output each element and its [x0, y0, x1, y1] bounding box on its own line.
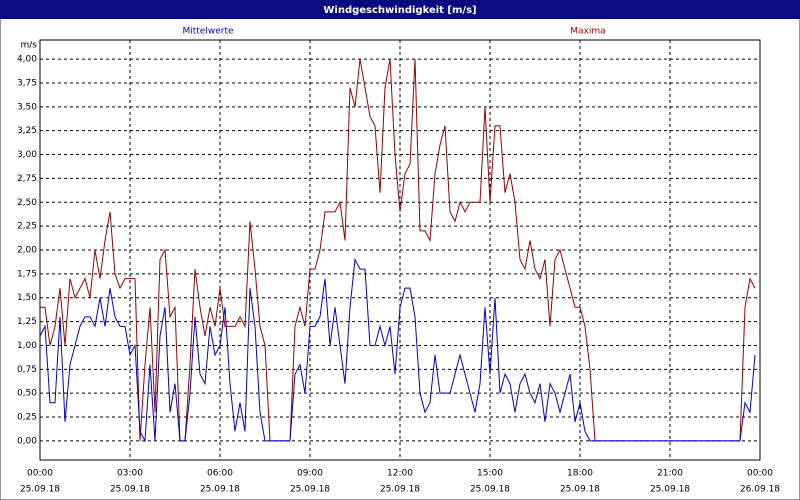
x-tick-date: 26.09.18	[740, 485, 780, 495]
y-tick-label: 1,50	[17, 293, 37, 303]
y-tick-label: 3,00	[17, 150, 37, 160]
x-tick-label: 21:00	[657, 469, 683, 479]
y-tick-label: 2,25	[17, 222, 37, 232]
x-tick-label: 03:00	[117, 469, 143, 479]
y-tick-label: 0,25	[17, 413, 37, 423]
y-tick-label: 2,00	[17, 246, 37, 256]
y-tick-label: 1,25	[17, 317, 37, 327]
x-tick-label: 09:00	[297, 469, 323, 479]
y-tick-label: 0,75	[17, 365, 37, 375]
x-tick-label: 00:00	[747, 469, 773, 479]
x-tick-label: 06:00	[207, 469, 233, 479]
x-tick-date: 25.09.18	[110, 485, 150, 495]
x-tick-date: 25.09.18	[20, 485, 60, 495]
x-tick-date: 25.09.18	[650, 485, 690, 495]
x-tick-date: 25.09.18	[560, 485, 600, 495]
y-tick-label: 1,75	[17, 269, 37, 279]
title-bar	[0, 0, 800, 19]
y-tick-label: 0,50	[17, 389, 37, 399]
y-tick-label: 0,00	[17, 436, 37, 446]
y-tick-label: 3,50	[17, 102, 37, 112]
x-tick-date: 25.09.18	[470, 485, 510, 495]
chart-title: Windgeschwindigkeit [m/s]	[323, 5, 476, 16]
x-tick-date: 25.09.18	[290, 485, 330, 495]
legend-entry: Mittelwerte	[182, 27, 233, 37]
y-unit: m/s	[21, 41, 38, 51]
x-tick-label: 15:00	[477, 469, 503, 479]
x-tick-label: 18:00	[567, 469, 593, 479]
x-tick-date: 25.09.18	[380, 485, 420, 495]
y-tick-label: 1,00	[17, 341, 37, 351]
y-tick-label: 3,75	[17, 78, 37, 88]
x-tick-label: 12:00	[387, 469, 413, 479]
legend-entry: Maxima	[570, 27, 605, 37]
y-tick-label: 3,25	[17, 126, 37, 136]
plot-area	[39, 39, 761, 461]
series-line	[39, 257, 756, 443]
x-tick-date: 25.09.18	[200, 485, 240, 495]
y-tick-label: 2,50	[17, 198, 37, 208]
x-tick-label: 00:00	[27, 469, 53, 479]
y-tick-label: 2,75	[17, 174, 37, 184]
y-tick-label: 4,00	[17, 55, 37, 65]
